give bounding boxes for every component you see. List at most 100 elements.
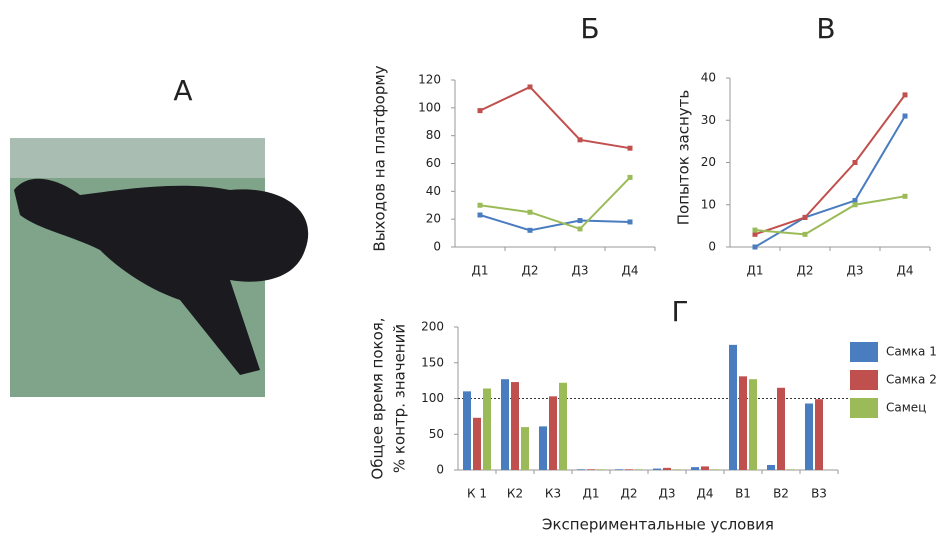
bar xyxy=(539,426,547,470)
y-tick-label: 60 xyxy=(426,156,441,170)
y-tick-label: 30 xyxy=(701,113,716,127)
y-tick-label: 100 xyxy=(421,391,444,405)
legend-swatch xyxy=(850,398,878,418)
point xyxy=(902,193,908,199)
y-tick-label: 40 xyxy=(426,184,441,198)
x-tick-label: Д2 xyxy=(796,264,813,278)
x-tick-label: В2 xyxy=(773,487,789,501)
y-tick-label: 0 xyxy=(433,240,441,254)
x-tick-label: Д1 xyxy=(746,264,763,278)
y-tick-label: 120 xyxy=(418,73,441,87)
bar xyxy=(691,467,699,470)
legend-swatch xyxy=(850,342,878,362)
point xyxy=(527,209,533,215)
series-line xyxy=(754,94,906,236)
point xyxy=(627,219,633,225)
legend-label: Самка 1 xyxy=(886,345,937,359)
legend-swatch xyxy=(850,370,878,390)
point xyxy=(852,202,858,208)
bar xyxy=(749,379,757,470)
y-tick-label: 40 xyxy=(701,71,716,85)
bar xyxy=(739,376,747,470)
y-axis-label: Выходов на платформу xyxy=(371,65,389,251)
bar xyxy=(673,469,681,470)
point xyxy=(577,226,583,232)
bar xyxy=(767,464,775,470)
series-line xyxy=(479,214,631,232)
point xyxy=(802,231,808,237)
panel-label: А xyxy=(173,74,192,107)
bar xyxy=(615,469,623,470)
bar xyxy=(663,467,671,470)
point xyxy=(752,244,758,250)
x-tick-label: К2 xyxy=(507,487,523,501)
bar xyxy=(805,403,813,470)
y-axis-label: Общее время покоя, xyxy=(369,317,387,479)
photo-wall xyxy=(10,138,265,178)
point xyxy=(852,160,858,165)
chart-title: Б xyxy=(580,12,599,45)
bar xyxy=(787,469,795,470)
bar xyxy=(777,387,785,470)
bar xyxy=(625,469,633,470)
y-tick-label: 80 xyxy=(426,128,441,142)
bar xyxy=(635,469,643,470)
y-tick-label: 50 xyxy=(429,427,444,441)
x-tick-label: Д4 xyxy=(696,487,713,501)
chart-title: Г xyxy=(671,295,688,328)
point xyxy=(902,92,908,98)
point xyxy=(802,214,808,220)
point xyxy=(477,212,483,218)
bar xyxy=(711,469,719,470)
x-tick-label: Д3 xyxy=(846,264,863,278)
y-tick-label: 10 xyxy=(701,197,716,211)
point xyxy=(752,231,758,237)
bar xyxy=(549,396,557,470)
x-tick-label: Д4 xyxy=(896,264,913,278)
y-tick-label: 0 xyxy=(708,240,716,254)
bar xyxy=(701,466,709,470)
series-line xyxy=(479,176,631,231)
point xyxy=(577,218,583,224)
x-tick-label: Д1 xyxy=(471,264,488,278)
point xyxy=(527,227,533,233)
y-tick-label: 20 xyxy=(426,212,441,226)
bar xyxy=(559,382,567,470)
bar xyxy=(463,391,471,470)
point xyxy=(627,145,633,151)
y-tick-label: 150 xyxy=(421,355,444,369)
y-axis-label: Попыток заснуть xyxy=(675,90,693,226)
point xyxy=(852,198,858,204)
bar xyxy=(483,388,491,470)
bar xyxy=(597,469,605,470)
x-tick-label: К 1 xyxy=(467,487,487,501)
x-tick-label: Д3 xyxy=(658,487,675,501)
bar xyxy=(521,427,529,470)
bar xyxy=(501,379,509,470)
point xyxy=(477,202,483,208)
y-axis-label: % контр. значений xyxy=(391,324,409,473)
chart-title: В xyxy=(816,12,835,45)
point xyxy=(577,137,583,143)
bar xyxy=(729,344,737,470)
bar xyxy=(473,417,481,470)
bar xyxy=(511,382,519,470)
x-axis-label: Экспериментальные условия xyxy=(542,516,774,534)
y-tick-label: 100 xyxy=(418,100,441,114)
bar xyxy=(653,468,661,470)
bar xyxy=(587,469,595,470)
point xyxy=(477,108,483,114)
series-line xyxy=(479,85,631,150)
x-tick-label: К3 xyxy=(545,487,561,501)
y-tick-label: 200 xyxy=(421,320,444,334)
x-tick-label: Д2 xyxy=(620,487,637,501)
x-tick-label: Д2 xyxy=(521,264,538,278)
legend-label: Самка 2 xyxy=(886,373,937,387)
bar xyxy=(815,399,823,470)
photo: А xyxy=(10,74,309,397)
bar xyxy=(577,469,585,470)
x-tick-label: В1 xyxy=(735,487,751,501)
y-tick-label: 20 xyxy=(701,155,716,169)
